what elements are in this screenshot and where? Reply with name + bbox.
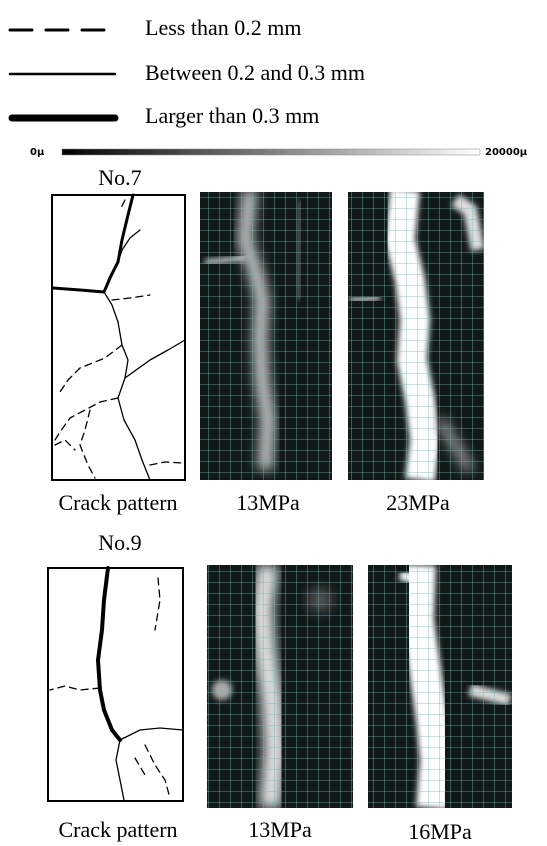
caption: Crack pattern — [58, 817, 177, 842]
scale-max: 20000µ — [485, 147, 528, 158]
crack-pattern — [51, 193, 186, 481]
crack-pattern — [47, 566, 184, 802]
legend: Less than 0.2 mm Between 0.2 and 0.3 mm … — [8, 15, 365, 128]
caption: 13MPa — [248, 817, 312, 842]
caption: 13MPa — [236, 490, 300, 515]
strain-map — [368, 565, 512, 808]
scale-gradient — [61, 148, 481, 156]
scale-bar: 0µ 20000µ — [30, 147, 528, 158]
strain-map — [207, 565, 353, 808]
legend-label: Less than 0.2 mm — [145, 15, 301, 40]
caption: 16MPa — [408, 819, 472, 844]
scale-min: 0µ — [30, 147, 45, 158]
caption: Crack pattern — [58, 490, 177, 515]
specimen-title: No.7 — [98, 165, 141, 190]
caption: 23MPa — [386, 490, 450, 515]
legend-label: Larger than 0.3 mm — [145, 103, 319, 128]
specimen-title: No.9 — [98, 530, 141, 555]
strain-map — [348, 192, 484, 480]
strain-map — [200, 192, 332, 480]
legend-label: Between 0.2 and 0.3 mm — [145, 60, 365, 85]
